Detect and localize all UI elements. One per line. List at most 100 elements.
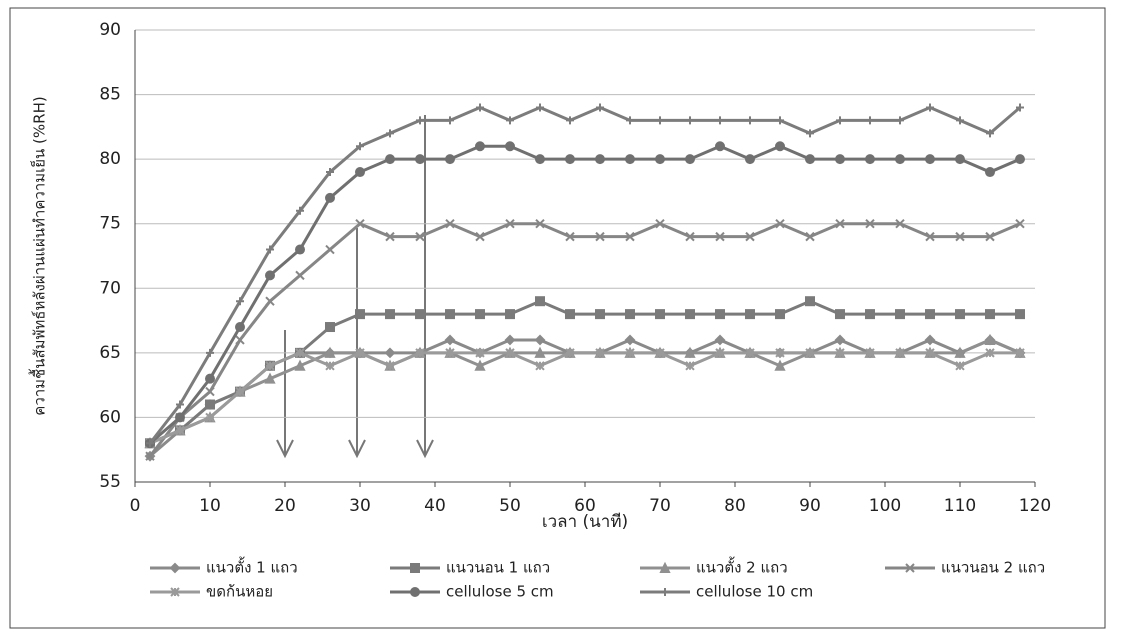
legend-label: cellulose 10 cm [696, 583, 813, 601]
marker [985, 309, 995, 320]
marker [805, 296, 815, 307]
marker [684, 346, 696, 358]
marker [384, 347, 396, 359]
x-tick-label: 30 [349, 496, 371, 516]
marker [1016, 103, 1024, 112]
marker [835, 219, 845, 229]
marker [475, 141, 485, 152]
marker [416, 116, 424, 125]
marker [536, 103, 544, 112]
marker [715, 309, 725, 320]
marker [445, 154, 455, 165]
marker [415, 309, 425, 320]
x-tick-label: 40 [424, 496, 446, 516]
marker [926, 103, 934, 112]
marker [355, 167, 365, 178]
frame [9, 7, 1106, 629]
marker [925, 154, 935, 165]
marker [806, 129, 814, 138]
marker [985, 348, 995, 358]
marker [565, 348, 575, 358]
marker [170, 587, 180, 597]
series-line [149, 351, 1020, 445]
marker [264, 372, 276, 384]
y-tick-label: 75 [99, 214, 121, 234]
marker [805, 154, 815, 165]
marker [265, 296, 275, 306]
marker [895, 154, 905, 165]
marker [715, 141, 725, 152]
y-tick-label: 70 [99, 278, 121, 298]
marker [745, 231, 755, 242]
marker [834, 334, 846, 346]
marker [505, 348, 515, 358]
marker [146, 439, 154, 448]
marker [325, 361, 335, 371]
marker [445, 219, 455, 229]
marker [686, 116, 694, 125]
y-axis-title: ความชื้นสัมพัทธ์หลังผ่านแผ่นทำความเย็น (… [29, 96, 49, 415]
marker [595, 348, 605, 358]
marker [745, 348, 755, 358]
marker [955, 154, 965, 165]
x-tick-label: 110 [944, 496, 976, 516]
marker [1015, 348, 1025, 358]
y-tick-label: 60 [99, 407, 121, 427]
marker [446, 116, 454, 125]
series-line [149, 338, 1021, 445]
marker [505, 141, 515, 152]
marker [775, 219, 785, 229]
marker [475, 231, 485, 242]
marker [535, 219, 545, 229]
marker [835, 309, 845, 320]
marker [325, 322, 335, 333]
marker [805, 231, 815, 242]
marker [595, 309, 605, 320]
marker [895, 309, 905, 320]
y-tick-label: 85 [99, 85, 121, 105]
legend: แนวตั้ง 1 แถว แนวนอน 1 แถว แนวตั้ง 2 แถว แน… [150, 557, 1045, 601]
series-line [149, 338, 1021, 458]
arrows [276, 115, 434, 459]
marker [385, 231, 395, 242]
marker [685, 154, 695, 165]
marker [415, 231, 425, 242]
marker [865, 348, 875, 358]
y-tick-label: 55 [99, 472, 121, 492]
x-tick-label: 10 [199, 496, 221, 516]
marker [746, 116, 754, 125]
marker [625, 309, 635, 320]
marker [505, 219, 515, 229]
marker [835, 348, 845, 358]
marker [625, 231, 635, 242]
marker [715, 348, 725, 358]
marker [415, 348, 425, 358]
marker [865, 154, 875, 165]
marker [205, 399, 215, 410]
marker [954, 346, 966, 358]
marker [410, 587, 420, 597]
y-tick-label: 80 [99, 149, 121, 169]
marker [410, 563, 420, 573]
marker [415, 154, 425, 165]
marker [986, 129, 994, 138]
marker [506, 116, 514, 125]
marker [175, 412, 185, 423]
marker [745, 154, 755, 165]
legend-label: ขดก้นหอย [206, 583, 273, 601]
marker [805, 348, 815, 358]
x-tick-label: 90 [799, 496, 821, 516]
marker [535, 361, 545, 371]
marker [776, 116, 784, 125]
marker [385, 309, 395, 320]
marker [169, 562, 181, 574]
marker [661, 588, 669, 596]
marker [324, 346, 336, 358]
x-tick-label: 60 [574, 496, 596, 516]
marker [715, 231, 725, 242]
marker [625, 154, 635, 165]
marker [145, 451, 155, 461]
marker [925, 348, 935, 358]
marker [865, 219, 875, 229]
x-tick-label: 120 [1019, 496, 1051, 516]
